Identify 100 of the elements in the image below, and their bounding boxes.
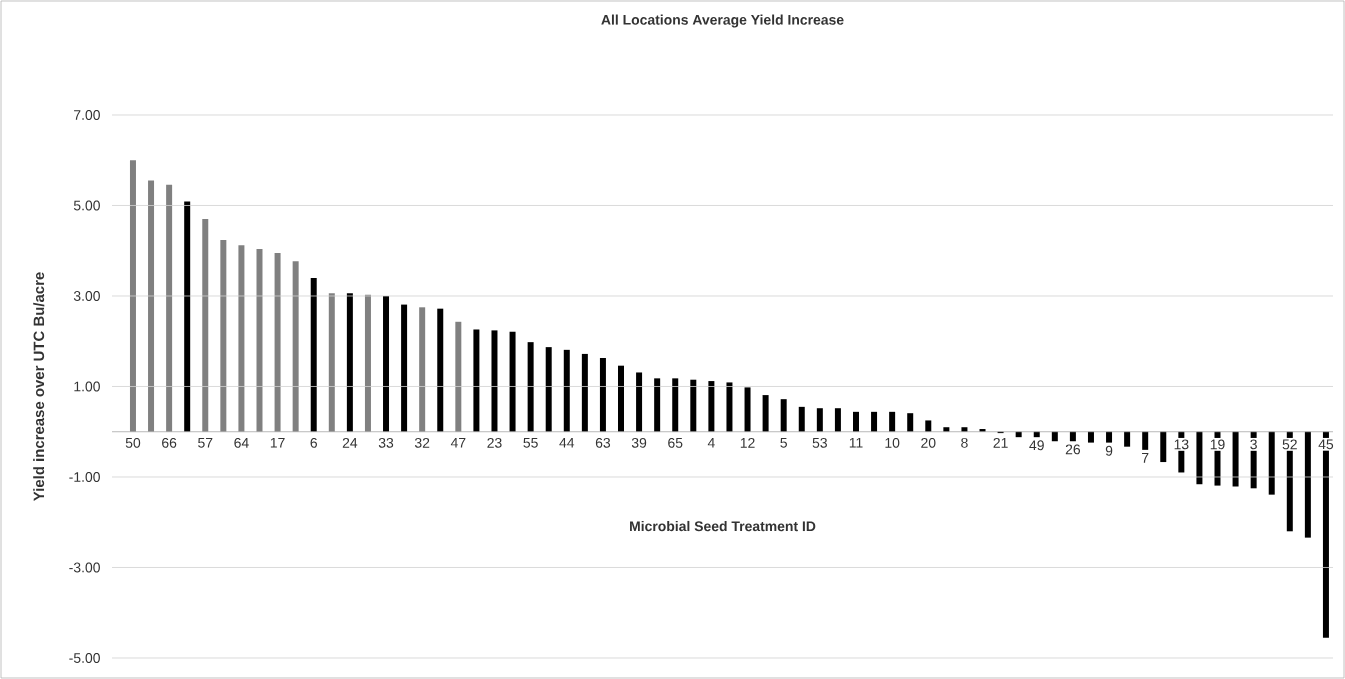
bar: [419, 307, 426, 432]
y-tick-label: -5.00: [69, 653, 100, 663]
y-tick-label: 3.00: [73, 291, 100, 301]
x-tick-label: 65: [668, 437, 683, 448]
bar: [527, 342, 534, 432]
bar: [238, 245, 245, 432]
x-tick-label: 21: [993, 437, 1008, 448]
bar: [618, 365, 625, 432]
x-tick-label: 44: [559, 437, 575, 448]
bar: [834, 408, 841, 432]
x-tick-label: 11: [849, 437, 863, 448]
bar: [166, 184, 173, 432]
bar: [455, 321, 462, 432]
y-tick-label: 5.00: [73, 200, 100, 211]
x-tick-label: 19: [1210, 439, 1225, 450]
bar: [581, 353, 588, 432]
x-tick-label: 50: [125, 437, 141, 448]
y-axis-title: Yield increase over UTC Bu/acre: [33, 272, 45, 502]
y-tick-label: -3.00: [69, 562, 100, 573]
x-tick-label: 17: [270, 437, 285, 448]
bar: [491, 330, 498, 432]
bar: [1087, 431, 1094, 443]
bar: [1196, 431, 1203, 485]
x-tick-label: 3: [1250, 439, 1257, 450]
x-axis-title: Microbial Seed Treatment ID: [630, 520, 816, 532]
bar: [1304, 431, 1311, 538]
bar: [852, 411, 859, 432]
bar: [889, 411, 896, 432]
bar: [726, 382, 733, 432]
bar: [762, 395, 769, 432]
bar: [744, 387, 751, 432]
bar: [1033, 431, 1040, 438]
bar: [1124, 431, 1131, 447]
x-tick-label: 10: [885, 437, 900, 448]
bar: [1268, 431, 1275, 495]
bar: [1051, 431, 1058, 442]
bar: [654, 378, 661, 432]
x-tick-label: 8: [961, 437, 968, 448]
bar: [310, 277, 317, 432]
bar: [907, 413, 914, 432]
bar: [871, 411, 878, 432]
bar: [364, 294, 371, 432]
bar: [184, 201, 191, 432]
x-tick-label: 24: [342, 437, 358, 448]
bar: [473, 329, 480, 432]
x-tick-label: 64: [234, 437, 249, 448]
x-tick-label: 39: [631, 437, 647, 448]
bar: [780, 399, 787, 432]
x-tick-label: 12: [740, 437, 755, 448]
bar: [274, 253, 281, 432]
x-tick-label: 4: [707, 437, 715, 448]
y-tick-label: 1.00: [74, 381, 100, 392]
bar: [1160, 431, 1167, 463]
x-tick-label: 49: [1029, 440, 1044, 451]
x-tick-label: 6: [310, 437, 317, 448]
x-tick-label: 5: [780, 437, 787, 448]
bar: [202, 219, 209, 432]
x-tick-label: 45: [1318, 439, 1334, 450]
x-tick-label: 26: [1065, 444, 1081, 455]
y-tick-label: 7.00: [74, 110, 100, 120]
x-tick-label: 7: [1142, 453, 1149, 463]
bar: [672, 378, 679, 432]
y-tick-label: -1.00: [69, 472, 100, 482]
bar: [690, 379, 697, 432]
bar: [636, 372, 643, 432]
bar: [220, 239, 227, 432]
x-tick-label: 53: [812, 437, 827, 448]
bar: [708, 381, 715, 432]
bar: [545, 347, 552, 432]
bar: [383, 295, 390, 432]
bar: [292, 261, 299, 432]
bar: [1069, 431, 1076, 442]
bar: [816, 408, 823, 432]
bar: [563, 349, 570, 432]
x-tick-label: 32: [414, 437, 430, 448]
bar: [1142, 431, 1149, 450]
bar: [256, 248, 263, 432]
bar: [925, 420, 932, 432]
x-tick-label: 9: [1105, 445, 1113, 456]
bar: [346, 293, 353, 432]
x-tick-label: 23: [487, 437, 502, 448]
x-tick-label: 33: [378, 437, 394, 448]
x-tick-label: 20: [921, 437, 936, 448]
bar: [401, 304, 408, 432]
x-tick-label: 57: [198, 437, 213, 448]
x-tick-label: 66: [162, 437, 177, 448]
bar: [148, 180, 155, 432]
bar: [1015, 431, 1022, 438]
x-tick-label: 13: [1174, 439, 1189, 450]
bar: [1232, 431, 1239, 487]
bar: [129, 160, 136, 432]
bar: [798, 406, 805, 432]
x-tick-label: 55: [523, 437, 538, 448]
chart-title: All Locations Average Yield Increase: [601, 14, 844, 28]
x-tick-label: 52: [1282, 439, 1297, 450]
bar: [1106, 431, 1113, 443]
bar: [437, 308, 444, 432]
bar: [509, 331, 516, 432]
bar: [328, 293, 335, 432]
bar: [599, 357, 606, 432]
